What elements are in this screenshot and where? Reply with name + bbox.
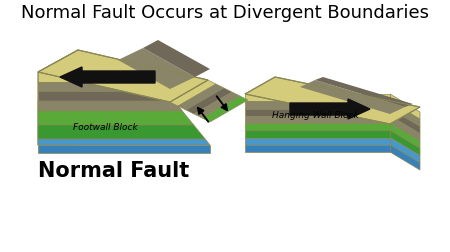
Polygon shape <box>143 41 210 78</box>
Polygon shape <box>245 116 390 123</box>
Polygon shape <box>390 109 420 134</box>
Polygon shape <box>390 102 420 127</box>
Polygon shape <box>390 145 420 170</box>
Text: Normal Fault: Normal Fault <box>38 160 189 180</box>
Text: Footwall Block: Footwall Block <box>72 123 137 132</box>
Polygon shape <box>38 139 210 145</box>
Polygon shape <box>170 81 216 107</box>
Polygon shape <box>38 138 78 145</box>
Polygon shape <box>245 78 420 124</box>
Polygon shape <box>118 49 195 90</box>
Polygon shape <box>38 125 205 139</box>
Polygon shape <box>38 145 210 153</box>
FancyArrow shape <box>290 100 370 119</box>
Polygon shape <box>38 51 78 83</box>
Polygon shape <box>38 83 175 92</box>
Polygon shape <box>390 123 420 149</box>
Polygon shape <box>38 64 78 92</box>
FancyArrow shape <box>60 68 155 88</box>
Polygon shape <box>38 51 78 145</box>
Polygon shape <box>245 109 390 116</box>
Polygon shape <box>390 116 420 141</box>
Polygon shape <box>38 112 194 125</box>
Polygon shape <box>315 78 413 108</box>
Polygon shape <box>245 123 390 131</box>
Polygon shape <box>245 145 390 152</box>
Polygon shape <box>38 75 78 102</box>
Polygon shape <box>38 92 175 102</box>
Polygon shape <box>38 73 175 83</box>
Polygon shape <box>300 81 405 115</box>
Polygon shape <box>38 119 78 139</box>
Polygon shape <box>186 89 232 115</box>
Polygon shape <box>202 97 248 122</box>
Polygon shape <box>390 138 420 163</box>
Text: Normal Fault Occurs at Divergent Boundaries: Normal Fault Occurs at Divergent Boundar… <box>21 4 429 22</box>
Polygon shape <box>245 94 390 102</box>
Polygon shape <box>38 102 182 112</box>
Polygon shape <box>38 88 78 112</box>
Text: Hanging Wall Block: Hanging Wall Block <box>272 110 358 119</box>
Polygon shape <box>390 94 420 120</box>
Polygon shape <box>38 51 208 103</box>
Polygon shape <box>390 131 420 156</box>
Polygon shape <box>245 138 390 145</box>
Polygon shape <box>38 101 78 125</box>
Polygon shape <box>178 85 224 111</box>
Polygon shape <box>245 102 390 109</box>
Polygon shape <box>194 93 240 118</box>
Polygon shape <box>245 131 390 138</box>
